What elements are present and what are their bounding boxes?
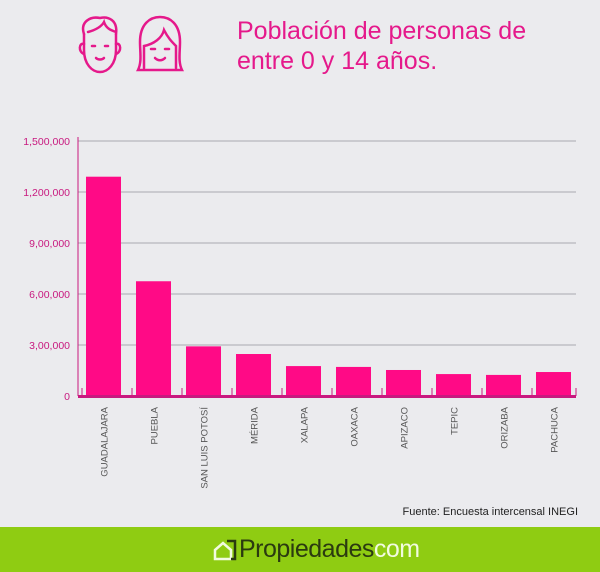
bar-san-luis-potosí <box>186 346 221 396</box>
boy-face-icon <box>78 16 122 74</box>
source-note: Fuente: Encuesta intercensal INEGI <box>402 506 578 518</box>
y-tick-label: 6,00,000 <box>29 289 70 301</box>
bar-xalapa <box>286 366 321 396</box>
x-tick-label: ORIZABA <box>500 406 511 448</box>
y-tick-label: 1,200,000 <box>23 187 70 199</box>
brand-logo: Propiedades com <box>213 535 420 564</box>
bar-pachuca <box>536 372 571 396</box>
bar-apizaco <box>386 369 421 396</box>
bar-oaxaca <box>336 366 371 396</box>
house-icon <box>213 539 237 560</box>
x-tick-label: PACHUCA <box>550 406 561 452</box>
bar-puebla <box>136 281 171 396</box>
bar-orizaba <box>486 374 521 396</box>
x-tick-label: MÉRIDA <box>250 406 261 444</box>
y-tick-label: 9,00,000 <box>29 238 70 250</box>
bar-guadalajara <box>86 176 121 396</box>
x-tick-label: GUADALAJARA <box>100 406 111 476</box>
bar-chart: 0 3,00,000 6,00,000 9,00,000 1,200,000 1,500,… <box>23 136 577 489</box>
x-tick-label: XALAPA <box>300 406 311 443</box>
x-tick-label: OAXACA <box>350 406 361 446</box>
y-tick-label: 0 <box>64 391 70 403</box>
x-tick-label: TEPIC <box>450 407 461 435</box>
page-title: Población de personas de entre 0 y 14 añ… <box>237 17 527 75</box>
brand-name: Propiedades <box>239 535 374 563</box>
bar-tepic <box>436 374 471 396</box>
x-tick-label: SAN LUIS POTOSÍ <box>200 407 211 489</box>
brand-suffix: com <box>373 535 420 563</box>
y-tick-label: 3,00,000 <box>29 340 70 352</box>
x-tick-label: APIZACO <box>400 407 411 449</box>
girl-face-icon <box>135 15 185 72</box>
x-axis <box>78 395 576 398</box>
children-icons <box>70 12 190 82</box>
x-tick-label: PUEBLA <box>150 406 161 444</box>
footer-bar: Propiedades com <box>0 527 600 572</box>
y-tick-label: 1,500,000 <box>23 136 70 148</box>
bar-mérida <box>236 354 271 396</box>
